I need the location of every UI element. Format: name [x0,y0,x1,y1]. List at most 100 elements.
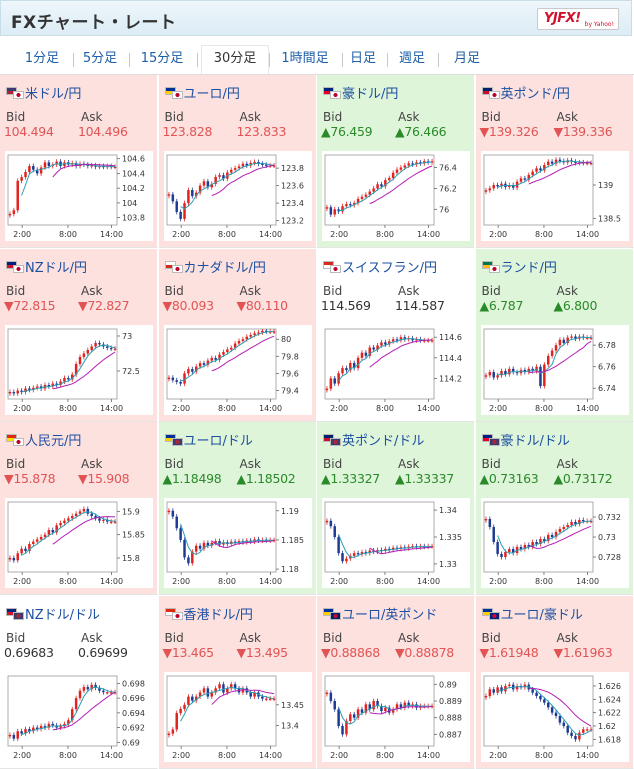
candle-body [364,703,368,713]
pair-name-link[interactable]: NZドル/円 [6,257,87,276]
candle-body [190,696,194,701]
currency-flags-icon [164,87,183,99]
chart-area[interactable]: 76.4 76.2 76 2:00 8:00 14:00 [322,151,470,241]
candle-body [43,162,47,168]
pair-name-link[interactable]: ユーロ/ドル [164,430,253,449]
candle-body [341,367,344,373]
candle-body [577,732,581,739]
candle-body [542,165,546,171]
tab-3[interactable]: 30分足 [201,45,269,74]
candle-body [484,374,487,377]
tab-4[interactable]: 1時間足 [281,51,329,66]
chart-area[interactable]: 114.6 114.4 114.2 2:00 8:00 14:00 [322,324,470,415]
candle-body [20,390,23,392]
currency-flags-icon [323,87,341,99]
chart-area[interactable]: 139 138.5 2:00 8:00 14:00 [480,151,629,241]
pair-name-link[interactable]: ユーロ/円 [164,83,240,102]
currency-pair-card[interactable]: 英ポンド/円 Bid Ask ▼139.326 ▼139.336 139 138.5 2:00… [475,75,634,248]
chart-area[interactable]: 1.626 1.624 1.622 1.62 1.618 2:00 8:00 14:00 [480,671,629,762]
chart-area[interactable]: 80 79.8 79.6 79.4 2:00 8:00 14:00 [163,324,312,415]
pair-name-link[interactable]: ユーロ/豪ドル [481,604,583,623]
currency-pair-card[interactable]: 香港ドル/円 Bid Ask ▼13.465 ▼13.495 13.45 13.4 2:00 8… [158,595,317,769]
ma-long-line [211,540,274,549]
candle-body [221,351,225,355]
pair-name-link[interactable]: 香港ドル/円 [164,604,253,623]
pair-name-link[interactable]: カナダドル/円 [164,257,266,276]
currency-flags-icon [164,607,183,620]
currency-pair-card[interactable]: 英ポンド/ドル Bid Ask ▲1.33327 ▲1.33337 1.34 1.335 1.… [317,422,475,595]
candle-body [233,343,236,348]
currency-flags-icon [481,434,500,446]
currency-pair-card[interactable]: 豪ドル/ドル Bid Ask ▲0.73163 ▲0.73172 0.732 0.73 0.7… [475,422,634,595]
pair-name-link[interactable]: 人民元/円 [6,430,81,449]
chart-area[interactable]: 1.19 1.185 1.18 2:00 8:00 14:00 [163,498,312,588]
flag-us-icon [330,438,341,446]
tab-2[interactable]: 15分足 [140,51,184,66]
candle-body [345,558,348,562]
chart-area[interactable]: 104.6 104.4 104.2 104 103.8 2:00 8:00 14:00 [5,151,153,241]
pair-name-link[interactable]: 豪ドル/ドル [481,430,570,449]
tab-6[interactable]: 週足 [398,51,425,66]
price-chart: 123.8 123.6 123.4 123.2 2:00 8:00 14:00 [166,154,303,239]
yjfx-logo[interactable]: YJFX! by Yahoo! [537,8,619,30]
pair-name-link[interactable]: 英ポンド/円 [481,83,570,102]
candle-body [47,162,51,167]
currency-pair-card[interactable]: NZドル/円 Bid Ask ▼72.815 ▼72.827 73 72.5 2:00 8:00… [0,248,158,422]
chart-area[interactable]: 123.8 123.6 123.4 123.2 2:00 8:00 14:00 [163,151,312,241]
currency-pair-card[interactable]: NZドル/ドル Bid Ask 0.69683 0.69699 0.698 0.696 0.6… [0,595,158,769]
candle-body [356,357,360,368]
candle-body [534,692,538,696]
tab-0[interactable]: 1分足 [24,51,60,66]
y-tick-label: 76.2 [439,184,457,193]
candle-body [174,201,178,212]
x-tick-label: 8:00 [376,577,394,586]
currency-pair-card[interactable]: スイスフラン/円 Bid Ask 114.569 114.587 114.6 114.4 11… [317,248,475,422]
pair-name-link[interactable]: 米ドル/円 [6,83,81,102]
pair-name-link[interactable]: 英ポンド/ドル [323,430,424,449]
candle-body [325,692,329,694]
chart-area[interactable]: 0.698 0.696 0.694 0.692 0.69 2:00 8:00 14:00 [5,671,153,762]
ask-value: 104.496 [78,124,128,139]
currency-pair-card[interactable]: 米ドル/円 Bid Ask 104.494 104.496 104.6 104.4 104.2… [0,75,158,248]
currency-pair-card[interactable]: カナダドル/円 Bid Ask ▼80.093 ▼80.110 80 79.8 79.6 79.… [158,248,317,422]
x-tick-label: 14:00 [417,404,440,413]
candle-body [182,203,186,219]
candle-body [190,551,194,564]
tab-5[interactable]: 日足 [349,51,376,66]
currency-pair-card[interactable]: ユーロ/英ポンド Bid Ask ▼0.88868 ▼0.88878 0.89 0.889 0… [317,595,475,769]
y-tick-label: 79.8 [281,352,299,361]
currency-pair-card[interactable]: 人民元/円 Bid Ask ▼15.878 ▼15.908 15.9 15.85 15.8 2:… [0,422,158,595]
chart-area[interactable]: 73 72.5 2:00 8:00 14:00 [5,324,153,415]
chart-area[interactable]: 0.89 0.889 0.888 0.887 2:00 8:00 14:00 [322,671,470,762]
currency-pair-card[interactable]: ユーロ/円 Bid Ask 123.828 123.833 123.8 123.6 123.4… [158,75,317,248]
price-chart: 1.34 1.335 1.33 2:00 8:00 14:00 [324,501,462,586]
pair-name-link[interactable]: ユーロ/英ポンド [323,604,437,623]
ma-long-line [369,705,433,714]
candle-body [248,691,252,697]
chart-area[interactable]: 15.9 15.85 15.8 2:00 8:00 14:00 [5,498,153,588]
flag-gb-icon [330,611,341,620]
candle-body [106,346,109,348]
currency-pair-card[interactable]: ユーロ/ドル Bid Ask ▲1.18498 ▲1.18502 1.19 1.185 1.1… [158,422,317,595]
pair-name-link[interactable]: スイスフラン/円 [323,257,437,276]
candle-body [67,719,70,724]
tab-1[interactable]: 5分足 [82,51,118,66]
chart-area[interactable]: 1.34 1.335 1.33 2:00 8:00 14:00 [322,498,470,588]
candle-body [260,330,264,332]
chart-area[interactable]: 0.732 0.73 0.728 2:00 8:00 14:00 [480,498,629,588]
chart-area[interactable]: 6.78 6.76 6.74 2:00 8:00 14:00 [480,324,629,415]
pair-name-link[interactable]: ランド/円 [481,257,557,276]
candle-body [217,354,221,360]
pair-name-link[interactable]: 豪ドル/円 [323,83,398,102]
currency-pair-card[interactable]: ランド/円 Bid Ask ▲6.787 ▲6.800 6.78 6.76 6.74 2:00 8… [475,248,634,422]
currency-pair-card[interactable]: 豪ドル/円 Bid Ask ▲76.459 ▲76.466 76.4 76.2 76 2:00 8… [317,75,475,248]
flag-us-icon [171,438,183,446]
currency-flags-icon [481,607,500,620]
tab-7[interactable]: 月足 [453,51,480,66]
pair-name-link[interactable]: NZドル/ドル [6,604,100,623]
currency-pair-card[interactable]: ユーロ/豪ドル Bid Ask ▼1.61948 ▼1.61963 1.626 1.624 1… [475,595,634,769]
candle-body [39,537,43,540]
candle-body [562,339,565,343]
chart-area[interactable]: 13.45 13.4 2:00 8:00 14:00 [163,671,312,762]
